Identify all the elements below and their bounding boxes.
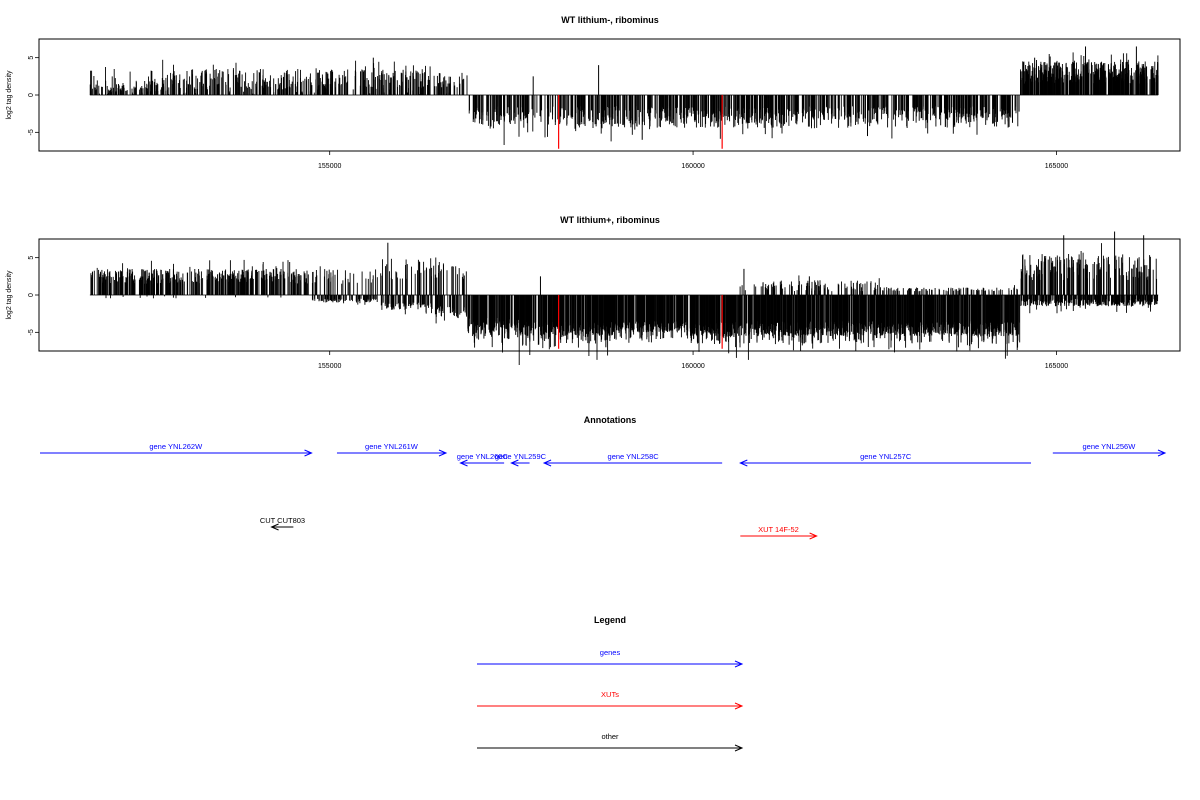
y-axis-label: log2 tag density — [6, 70, 13, 120]
y-tick-label: 0 — [28, 93, 35, 97]
track-panel-lithium-minus: WT lithium-, ribominus -5 0 5 155000 160000 1… — [6, 15, 1181, 170]
panel-axes: -5 0 5 155000 160000 165000 — [28, 56, 1068, 170]
x-tick-label: 160000 — [681, 163, 704, 170]
panel-bars — [89, 46, 1159, 149]
x-tick-label: 165000 — [1045, 163, 1068, 170]
x-tick-label: 155000 — [318, 163, 341, 170]
panel-title: WT lithium-, ribominus — [561, 15, 659, 25]
y-tick-label: -5 — [28, 129, 35, 135]
y-tick-label: 5 — [28, 56, 35, 60]
panel-title: WT lithium+, ribominus — [560, 215, 660, 225]
panel-bars — [89, 231, 1159, 365]
